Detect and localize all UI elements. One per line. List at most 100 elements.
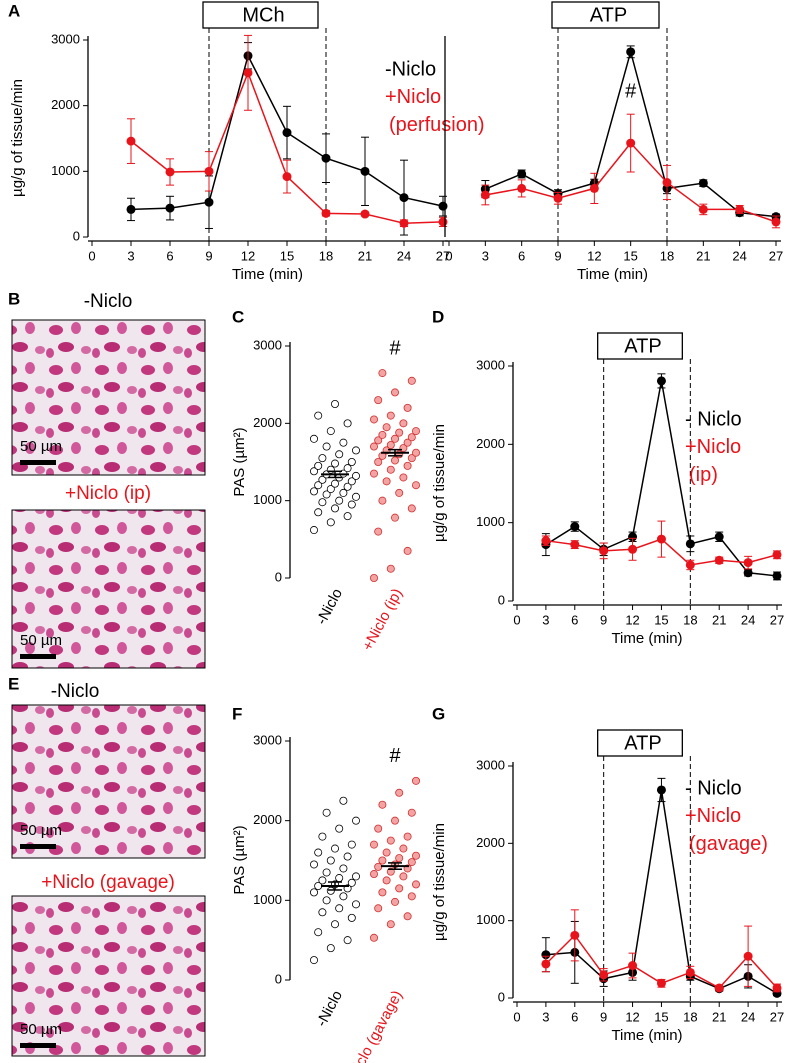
dot bbox=[390, 897, 399, 906]
x-tick-label: 27 bbox=[436, 248, 450, 263]
point bbox=[438, 217, 448, 227]
dot bbox=[314, 461, 323, 470]
dot bbox=[411, 880, 420, 889]
x-tick-label: 0 bbox=[513, 1009, 520, 1024]
dot bbox=[386, 836, 395, 845]
dot bbox=[369, 442, 378, 451]
point bbox=[714, 555, 724, 565]
dot bbox=[322, 896, 331, 905]
x-tick-label: 12 bbox=[241, 248, 255, 263]
dot bbox=[411, 481, 420, 490]
dot bbox=[322, 868, 331, 877]
dot bbox=[339, 488, 348, 497]
legend-entry: -Niclo bbox=[385, 58, 436, 80]
dot bbox=[351, 446, 360, 455]
x-axis-label: Time (min) bbox=[577, 266, 648, 283]
panel-label: F bbox=[232, 704, 242, 723]
dot bbox=[382, 423, 391, 432]
micrograph bbox=[11, 319, 206, 476]
dot bbox=[343, 512, 352, 521]
dot bbox=[374, 436, 383, 445]
point bbox=[589, 183, 599, 193]
dot bbox=[335, 874, 344, 883]
point bbox=[714, 532, 724, 542]
dot bbox=[399, 473, 408, 482]
point bbox=[772, 571, 782, 581]
point bbox=[570, 540, 580, 550]
panel-label: G bbox=[432, 704, 445, 723]
dot bbox=[369, 469, 378, 478]
y-tick-label: 0 bbox=[275, 971, 282, 986]
dot bbox=[335, 824, 344, 833]
legend-text: (gavage) bbox=[689, 833, 768, 855]
x-tick-label: 6 bbox=[518, 248, 525, 263]
dot bbox=[318, 475, 327, 484]
dot bbox=[339, 438, 348, 447]
image-caption: +Niclo (gavage) bbox=[41, 872, 175, 893]
dot bbox=[369, 415, 378, 424]
legend-text: +Niclo bbox=[685, 436, 747, 458]
point bbox=[685, 967, 695, 977]
dot bbox=[390, 388, 399, 397]
dot bbox=[378, 800, 387, 809]
panel-label: B bbox=[8, 289, 20, 308]
dot bbox=[347, 500, 356, 509]
point bbox=[399, 193, 409, 203]
dot bbox=[326, 944, 335, 953]
y-axis-label: PAS (µm²) bbox=[231, 825, 248, 894]
x-tick-label: 15 bbox=[623, 248, 637, 263]
dot bbox=[351, 492, 360, 501]
dot bbox=[351, 900, 360, 909]
x-axis-label: Time (min) bbox=[611, 630, 682, 647]
point bbox=[698, 178, 708, 188]
y-tick-label: 2000 bbox=[476, 835, 505, 850]
point bbox=[698, 204, 708, 214]
x-tick-label: 21 bbox=[358, 248, 372, 263]
box-label-frame bbox=[597, 729, 683, 757]
x-tick-label: 6 bbox=[166, 248, 173, 263]
scale-bar bbox=[20, 460, 56, 465]
dot bbox=[309, 860, 318, 869]
x-tick-label: 27 bbox=[770, 612, 784, 627]
dot bbox=[314, 848, 323, 857]
dot bbox=[309, 487, 318, 496]
dot bbox=[369, 574, 378, 583]
box-label: ATP bbox=[624, 732, 661, 754]
x-tick-label: 12 bbox=[587, 248, 601, 263]
dot bbox=[330, 399, 339, 408]
y-tick-label: 3000 bbox=[253, 337, 282, 352]
dot bbox=[330, 459, 339, 468]
point bbox=[321, 208, 331, 218]
y-tick-label: 1000 bbox=[253, 492, 282, 507]
point bbox=[517, 169, 527, 179]
dot bbox=[407, 376, 416, 385]
dot bbox=[403, 438, 412, 447]
dot bbox=[309, 467, 318, 476]
annotation: # bbox=[389, 745, 401, 767]
x-tick-label: 24 bbox=[741, 1009, 755, 1024]
dot bbox=[390, 816, 399, 825]
dot bbox=[403, 832, 412, 841]
scale-bar-label: 50 µm bbox=[20, 438, 62, 455]
legend-entry: +Niclo (perfusion) bbox=[385, 86, 485, 136]
dot bbox=[374, 527, 383, 536]
point bbox=[399, 218, 409, 228]
dot bbox=[407, 808, 416, 817]
y-tick-label: 3000 bbox=[476, 757, 505, 772]
dot bbox=[335, 496, 344, 505]
category-label: +Niclo (ip) bbox=[359, 586, 406, 654]
point bbox=[360, 166, 370, 176]
dot bbox=[395, 854, 404, 863]
dot bbox=[374, 396, 383, 405]
dot bbox=[382, 876, 391, 885]
legend-text: (perfusion) bbox=[389, 114, 485, 136]
y-tick-label: 2000 bbox=[51, 97, 80, 112]
dot bbox=[330, 504, 339, 513]
dot bbox=[403, 403, 412, 412]
legend-text: +Niclo bbox=[685, 805, 747, 827]
x-tick-label: 3 bbox=[127, 248, 134, 263]
dot bbox=[318, 498, 327, 507]
dot bbox=[326, 427, 335, 436]
dot bbox=[390, 456, 399, 465]
point bbox=[743, 951, 753, 961]
